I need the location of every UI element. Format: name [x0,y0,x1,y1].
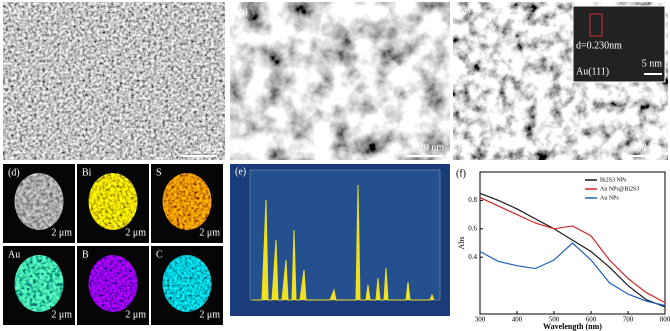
inset-text: Au(111) [576,66,609,77]
panel-label: (f) [456,168,466,179]
scale-bar-label: 50 nm [637,142,663,153]
legend-label: Au NPs [600,195,620,201]
x-tick-label: 800 [660,316,670,324]
map-label: Au [8,249,20,260]
scale-bar-label: 2 μm [51,227,72,238]
sem-image [3,2,225,160]
x-tick-label: 700 [623,316,634,324]
y-tick-label: 0.4 [468,253,477,261]
inset-text: 5 nm [642,58,663,69]
panel-label: (a) [9,6,20,17]
map-label: S [156,167,162,178]
eds-plot-area [250,170,440,300]
panel-label: (d) [8,167,20,178]
map-label: B [82,249,89,260]
tem-image [230,2,450,160]
figure: (a) 1 μm (b) 20 nm (c) 50 nm d=0.230nm Au(111) 5… [0,0,670,331]
inset-text: d=0.230nm [576,40,622,51]
scale-bar-label: 2 μm [125,227,146,238]
legend-label: Bi2S3 NPs [600,177,627,183]
panel-label: (b) [236,6,248,17]
panel-label: (e) [235,166,246,177]
scale-bar-label: 2 μm [51,309,72,320]
scale-bar-label: 20 nm [419,142,445,153]
panel-label: (c) [459,6,470,17]
x-tick-label: 400 [512,316,523,324]
x-axis-label: Wavelength (nm) [543,322,602,331]
x-tick-label: 300 [475,316,486,324]
y-tick-label: 0.6 [468,224,477,232]
map-label: C [156,249,163,260]
y-tick-label: 0.8 [468,196,477,204]
scale-bar-label: 2 μm [199,227,220,238]
y-axis-label: Abs [457,237,466,250]
map-label: Bi [82,167,92,178]
scale-bar-label: 2 μm [199,309,220,320]
scale-bar-label: 1 μm [198,142,219,153]
legend-label: Au NPs@Bi2S3 [600,186,639,192]
scale-bar-label: 2 μm [125,309,146,320]
